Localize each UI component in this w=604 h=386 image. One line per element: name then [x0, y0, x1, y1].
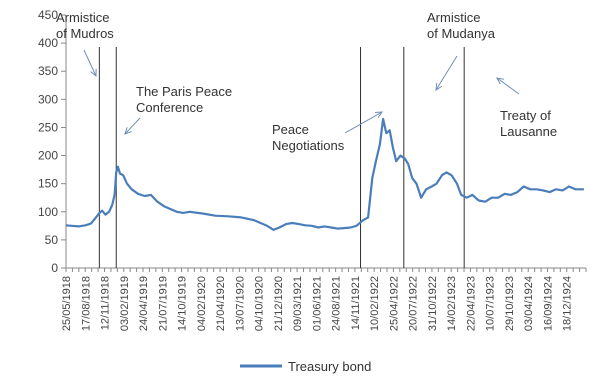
annotation-arrowhead — [496, 77, 504, 85]
x-tick-label: 24/08/1921 — [331, 276, 343, 331]
y-tick-label: 0 — [51, 261, 58, 275]
x-tick-label: 10/07/1923 — [485, 276, 497, 331]
x-tick-label: 25/04/1922 — [388, 276, 400, 331]
x-tick-label: 21/12/1920 — [273, 276, 285, 331]
x-tick-label: 18/12/1924 — [562, 276, 574, 331]
y-tick-label: 350 — [38, 64, 58, 78]
x-tick-label: 21/04/1920 — [215, 276, 227, 331]
x-tick-label: 01/06/1921 — [311, 276, 323, 331]
x-tick-label: 22/04/1923 — [465, 276, 477, 331]
annotation-arrow — [83, 49, 97, 77]
y-tick-label: 250 — [38, 120, 58, 134]
x-tick-label: 14/02/1923 — [446, 276, 458, 331]
annotation-arrowhead — [124, 127, 132, 135]
annotation-arrowhead — [90, 68, 97, 78]
x-tick-label: 04/10/1920 — [254, 276, 266, 331]
annotation-arrow — [435, 55, 458, 91]
annotation-label: Treaty of — [500, 108, 551, 123]
x-tick-label: 12/11/1918 — [100, 276, 112, 330]
x-tick-label: 03/04/1924 — [523, 276, 535, 331]
x-tick-label: 13/07/1920 — [234, 276, 246, 331]
annotation-label: Armistice — [427, 10, 480, 25]
x-axis: 25/05/1918 17/08/1918 12/11/1918 03/02/1919… — [61, 267, 587, 331]
x-tick-label: 16/09/1924 — [542, 276, 554, 331]
y-tick-label: 150 — [38, 177, 58, 191]
x-tick-label: 04/02/1920 — [196, 276, 208, 331]
annotation-label: of Mudanya — [427, 26, 496, 41]
annotation-arrowhead — [435, 82, 443, 91]
x-tick-label: 29/10/1923 — [504, 276, 516, 331]
legend-label: Treasury bond — [288, 359, 371, 374]
annotation-arrow — [124, 117, 141, 135]
x-tick-label: 24/04/1919 — [138, 276, 150, 331]
annotation-label: Peace — [272, 122, 309, 137]
x-tick-label: 21/07/1919 — [157, 276, 169, 331]
annotation-label: Conference — [136, 100, 203, 115]
x-tick-label: 20/07/1922 — [408, 276, 420, 331]
x-tick-label: 17/08/1918 — [80, 276, 92, 331]
y-tick-label: 400 — [38, 36, 58, 50]
annotation-label: Lausanne — [500, 124, 557, 139]
x-tick-label: 09/03/1921 — [292, 276, 304, 331]
x-tick-label: 25/05/1918 — [61, 276, 73, 331]
x-tick-label: 03/02/1919 — [119, 276, 131, 331]
series-line-treasury-bond — [65, 117, 584, 231]
y-tick-label: 50 — [45, 233, 59, 247]
annotation-arrowhead — [374, 111, 383, 119]
x-tick-label: 14/10/1919 — [177, 276, 189, 331]
y-tick-label: 200 — [38, 149, 58, 163]
annotation-arrow — [496, 77, 520, 95]
annotation-arrow — [344, 111, 383, 134]
y-tick-label: 450 — [38, 8, 58, 22]
annotation-label: The Paris Peace — [136, 84, 232, 99]
annotation-label: of Mudros — [56, 26, 114, 41]
x-tick-label: 10/02/1922 — [369, 276, 381, 331]
y-tick-label: 100 — [38, 205, 58, 219]
x-tick-label: 31/10/1922 — [427, 276, 439, 331]
y-tick-label: 300 — [38, 92, 58, 106]
legend: Treasury bond — [240, 359, 371, 374]
annotation-label: Armistice — [56, 10, 109, 25]
annotation-label: Negotiations — [272, 138, 345, 153]
y-axis: 0 50 100 150 200 250 300 350 400 450 — [38, 8, 67, 275]
series-layer — [65, 117, 584, 231]
x-tick-label: 14/11/1921 — [350, 276, 362, 330]
